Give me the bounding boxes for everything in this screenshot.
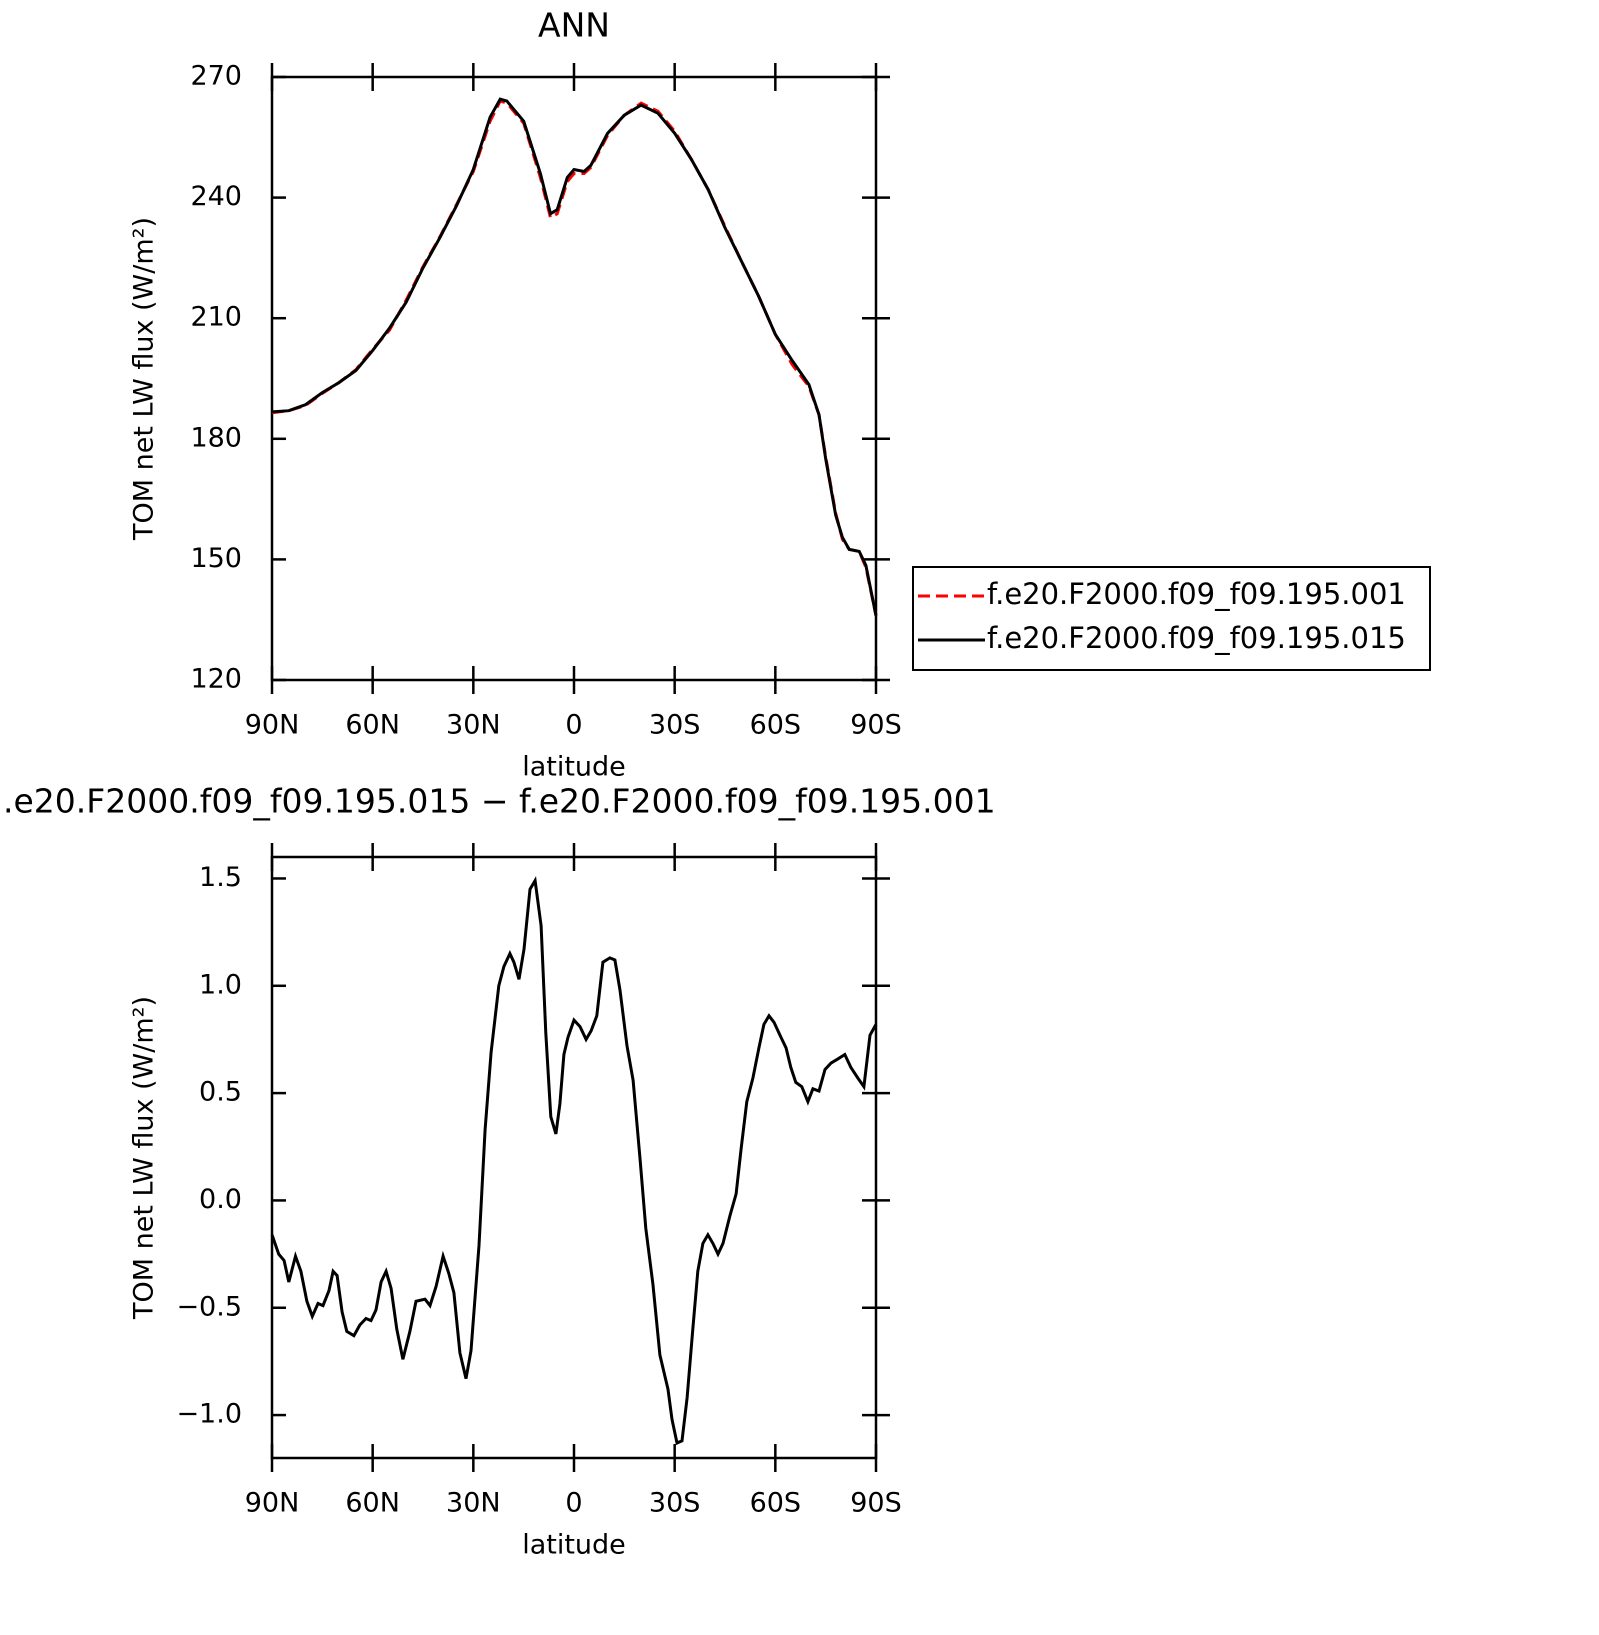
x-tick-label: 60N xyxy=(345,1488,400,1519)
chart-title: ANN xyxy=(538,6,610,45)
x-tick-label: 30N xyxy=(446,710,501,741)
plot-frame xyxy=(270,855,878,1460)
x-tick-label: 90S xyxy=(850,710,902,741)
x-tick-label: 30S xyxy=(649,1488,701,1519)
series-line xyxy=(270,876,878,1446)
x-tick-label: 90N xyxy=(245,1488,300,1519)
x-tick-label: 0 xyxy=(565,1488,582,1519)
y-tick-label: 240 xyxy=(190,181,242,212)
legend-label: f.e20.F2000.f09_f09.195.015 xyxy=(987,621,1406,655)
legend-label: f.e20.F2000.f09_f09.195.001 xyxy=(987,577,1406,611)
x-tick-label: 30S xyxy=(649,710,701,741)
x-axis-label: latitude xyxy=(522,752,626,783)
x-tick-label: 30N xyxy=(446,1488,501,1519)
y-tick-label: 120 xyxy=(190,664,242,695)
y-tick-label: 210 xyxy=(190,302,242,333)
y-tick-label: 1.5 xyxy=(199,862,242,893)
y-tick-label: 150 xyxy=(190,543,242,574)
y-tick-label: 0.0 xyxy=(199,1184,242,1215)
chart-title: .e20.F2000.f09_f09.195.015 − f.e20.F2000… xyxy=(3,782,996,821)
x-tick-label: 90N xyxy=(245,710,300,741)
x-tick-label: 90S xyxy=(850,1488,902,1519)
legend-box xyxy=(912,566,1431,671)
x-tick-label: 60S xyxy=(750,710,802,741)
series-line xyxy=(271,97,878,616)
y-axis-label: TOM net LW flux (W/m²) xyxy=(129,996,160,1320)
x-tick-label: 0 xyxy=(565,710,582,741)
plot-frame xyxy=(270,75,878,682)
y-tick-label: 0.5 xyxy=(199,1077,242,1108)
series-line xyxy=(271,99,878,617)
y-axis-label: TOM net LW flux (W/m²) xyxy=(129,217,160,541)
y-tick-label: 1.0 xyxy=(199,969,242,1000)
y-tick-label: −1.0 xyxy=(176,1399,242,1430)
x-tick-label: 60N xyxy=(345,710,400,741)
x-tick-label: 60S xyxy=(750,1488,802,1519)
y-tick-label: 270 xyxy=(190,61,242,92)
y-tick-label: 180 xyxy=(190,422,242,453)
y-tick-label: −0.5 xyxy=(176,1291,242,1322)
x-axis-label: latitude xyxy=(522,1530,626,1561)
